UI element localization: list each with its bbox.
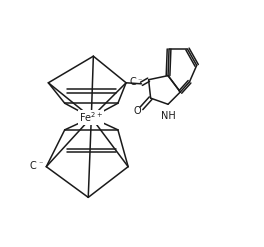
Text: O: O — [133, 106, 141, 116]
Text: NH: NH — [161, 111, 175, 122]
Text: C: C — [129, 77, 136, 87]
Text: C: C — [30, 161, 37, 171]
Text: ⁻: ⁻ — [38, 160, 43, 169]
Text: Fe$^{2+}$: Fe$^{2+}$ — [79, 111, 103, 124]
Text: ⁻: ⁻ — [137, 76, 142, 85]
